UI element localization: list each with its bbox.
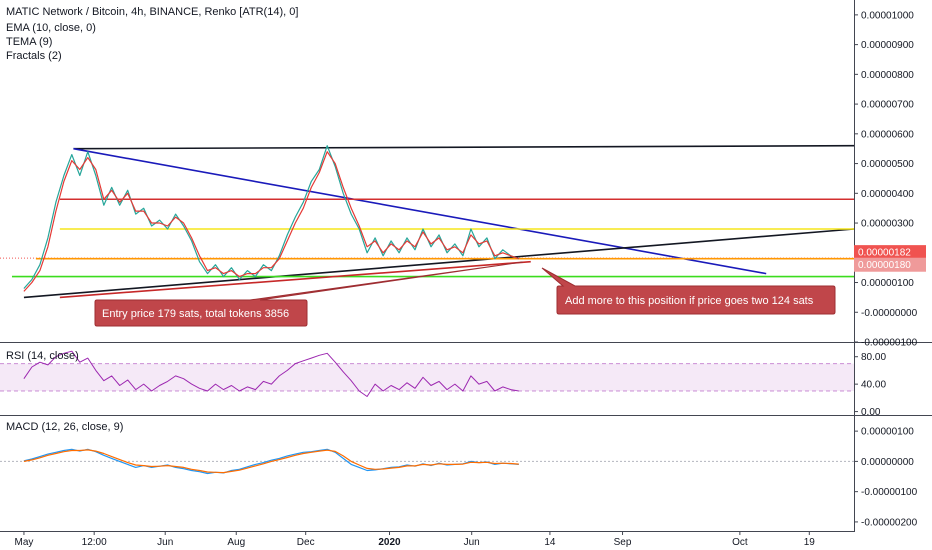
rsi-band (0, 363, 854, 391)
xtick-label: May (14, 537, 33, 548)
macd-series (23, 448, 519, 475)
price-label-text: 0.00000182 (858, 248, 911, 259)
annotation-entry-callout (94, 261, 524, 327)
fractals-indicator-legend[interactable]: Fractals (2) (6, 50, 62, 62)
macd-ytick-label: -0.00000100 (861, 487, 918, 498)
trendline-0 (73, 144, 855, 150)
annotation-add-more-text: Add more to this position if price goes … (565, 295, 814, 307)
rsi-series (23, 350, 519, 397)
xtick-label: Oct (732, 537, 748, 548)
trendline-7 (59, 260, 531, 299)
price-ytick-label: 0.00000400 (861, 189, 914, 200)
trendline-1 (73, 147, 767, 275)
rsi-indicator-legend[interactable]: RSI (14, close) (6, 350, 79, 362)
annotation-entry-text: Entry price 179 sats, total tokens 3856 (102, 308, 289, 320)
xtick-label: Dec (297, 537, 315, 548)
price-ytick-label: -0.00000000 (861, 308, 918, 319)
trendline-2 (23, 228, 855, 299)
xtick-label: Aug (227, 537, 245, 548)
price-series-line-1 (23, 151, 520, 292)
price-label-text: 0.00000180 (858, 260, 911, 271)
xtick-label: Jun (464, 537, 480, 548)
macd-indicator-legend[interactable]: MACD (12, 26, close, 9) (6, 421, 124, 433)
price-ytick-label: 0.00000700 (861, 100, 914, 111)
macd-line-1 (23, 449, 519, 474)
xtick-label: 19 (804, 537, 816, 548)
price-series (23, 145, 520, 292)
xtick-label: Sep (614, 537, 632, 548)
macd-ytick-label: 0.00000100 (861, 427, 914, 438)
ema-indicator-legend[interactable]: EMA (10, close, 0) (6, 22, 96, 34)
price-ytick-label: 0.00000900 (861, 40, 914, 51)
rsi-ytick-label: 0.00 (861, 407, 881, 418)
price-ytick-label: 0.00001000 (861, 10, 914, 21)
price-ytick-label: 0.00000100 (861, 278, 914, 289)
chart-title[interactable]: MATIC Network / Bitcoin, 4h, BINANCE, Re… (6, 6, 299, 18)
annotation-add-more[interactable]: Add more to this position if price goes … (541, 267, 836, 315)
price-ytick-label: -0.00000100 (861, 338, 918, 349)
trendlines (11, 144, 855, 299)
price-ytick-label: 0.00000300 (861, 219, 914, 230)
rsi-ytick-label: 40.00 (861, 380, 886, 391)
macd-ytick-label: 0.00000000 (861, 457, 914, 468)
price-series-line-0 (23, 145, 520, 289)
price-ytick-label: 0.00000800 (861, 70, 914, 81)
tema-indicator-legend[interactable]: TEMA (9) (6, 36, 53, 48)
price-label-badge (854, 257, 926, 272)
xtick-label: 14 (544, 537, 556, 548)
price-label-badge (854, 245, 926, 260)
price-ytick-label: 0.00000600 (861, 129, 914, 140)
macd-ytick-label: -0.00000200 (861, 517, 918, 528)
annotation-add-more-callout (541, 267, 836, 315)
rsi-ytick-label: 80.00 (861, 352, 886, 363)
xtick-label: 12:00 (82, 537, 107, 548)
rsi-line-0 (23, 350, 519, 397)
xtick-label: 2020 (378, 537, 401, 548)
xtick-label: Jun (157, 537, 173, 548)
annotation-entry[interactable]: Entry price 179 sats, total tokens 3856 (94, 261, 524, 327)
time-axis-ticks: May 12:00 Jun Aug Dec 2020 Jun 14 Sep Oct 19 (14, 531, 815, 548)
price-ytick-label: 0.00000500 (861, 159, 914, 170)
